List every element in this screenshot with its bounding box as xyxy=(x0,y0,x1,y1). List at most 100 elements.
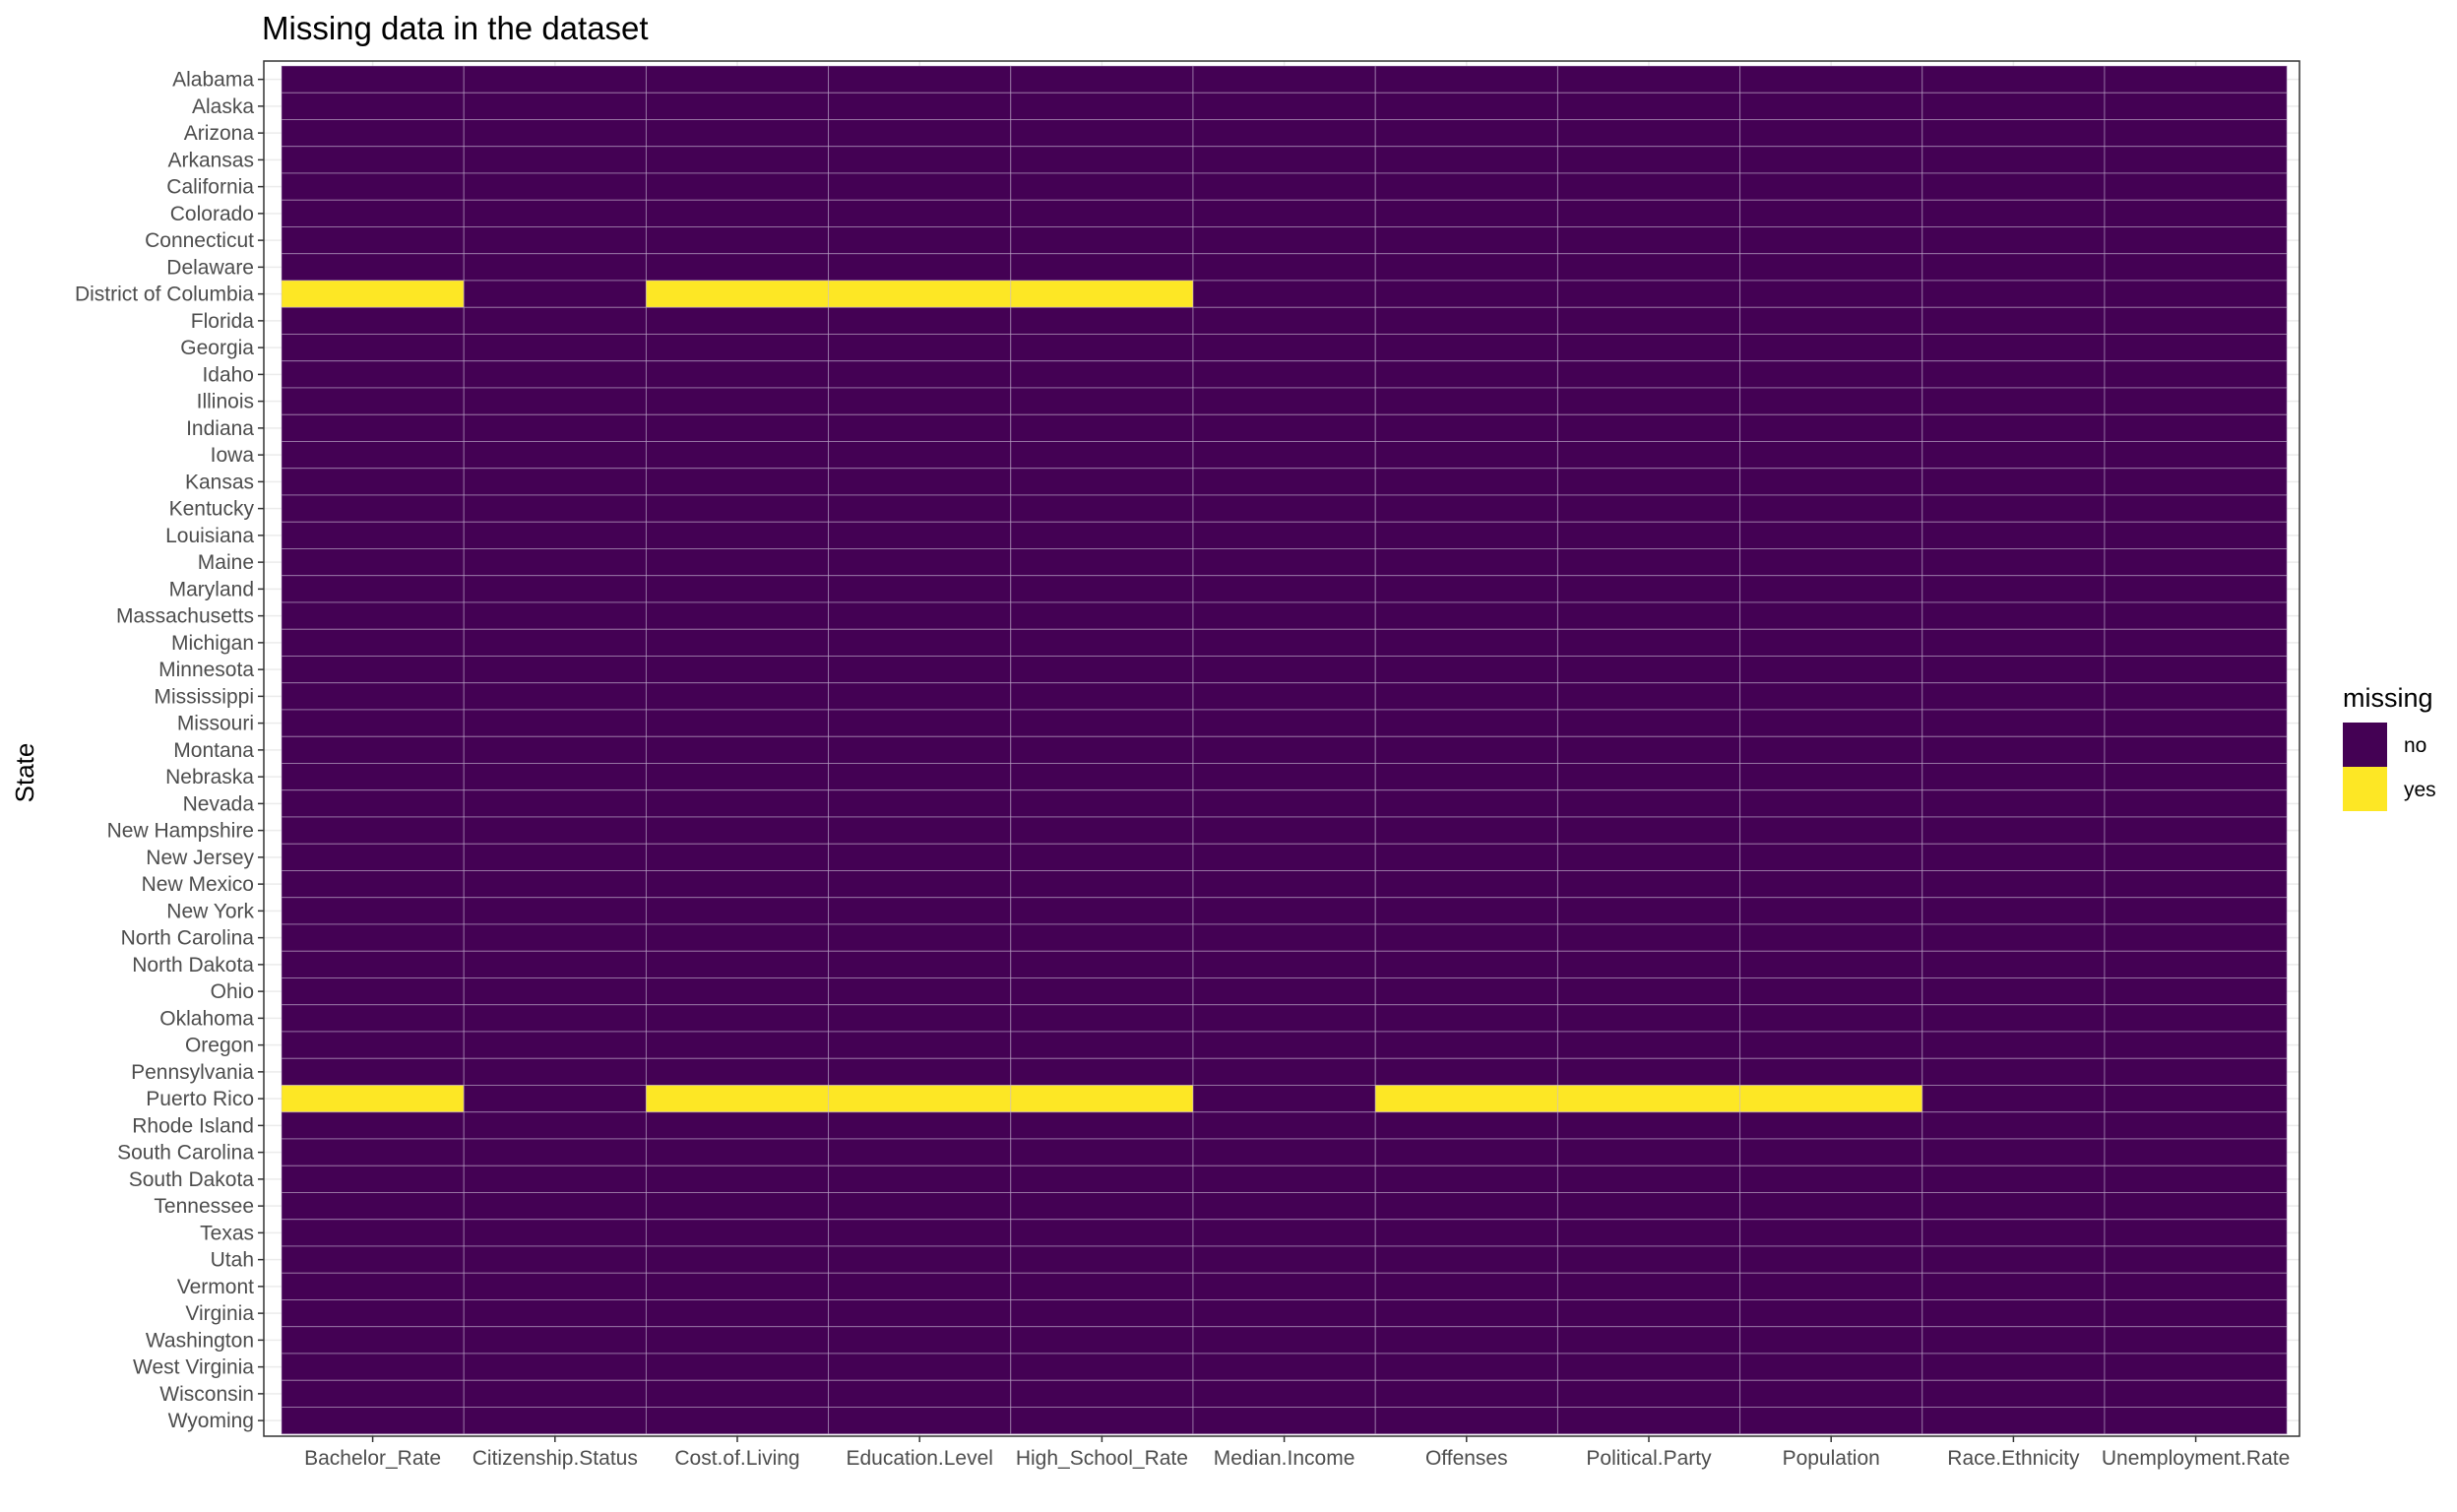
heatmap-cell xyxy=(1192,709,1376,737)
heatmap-cell xyxy=(1556,521,1741,549)
heatmap-cell xyxy=(1739,146,1923,174)
heatmap-cell xyxy=(645,843,830,871)
heatmap-cell xyxy=(1739,923,1923,952)
heatmap-cell xyxy=(281,306,465,335)
heatmap-cell xyxy=(463,494,647,523)
heatmap-cell xyxy=(1739,1353,1923,1381)
y-tick-label: Missouri xyxy=(177,713,254,735)
heatmap-cell xyxy=(463,413,647,442)
heatmap-cell xyxy=(281,1245,465,1274)
heatmap-cell xyxy=(463,521,647,549)
heatmap-cell xyxy=(1192,601,1376,630)
x-tick-label: Bachelor_Rate xyxy=(304,1447,441,1470)
heatmap-cell xyxy=(828,816,1012,845)
y-tick-label: Alabama xyxy=(172,69,254,92)
x-tick-label: Political.Party xyxy=(1586,1447,1712,1470)
heatmap-cell xyxy=(1010,334,1194,362)
heatmap-cell xyxy=(828,441,1012,470)
heatmap-cell xyxy=(1922,601,2106,630)
y-tick-label: Colorado xyxy=(170,203,254,225)
heatmap-cell xyxy=(1739,1138,1923,1166)
heatmap-cell xyxy=(1374,226,1558,255)
heatmap-cell xyxy=(1556,897,1741,925)
heatmap-cell xyxy=(1374,280,1558,308)
heatmap-cell xyxy=(2104,253,2288,282)
heatmap-cell xyxy=(645,92,830,120)
heatmap-cell xyxy=(828,575,1012,603)
heatmap-cell xyxy=(463,1407,647,1435)
heatmap-cell xyxy=(645,601,830,630)
heatmap-cell xyxy=(2104,119,2288,148)
heatmap-cell xyxy=(645,119,830,148)
heatmap-cell xyxy=(2104,1272,2288,1300)
heatmap-cell xyxy=(1556,601,1741,630)
heatmap-cell xyxy=(1922,897,2106,925)
heatmap-cell xyxy=(463,387,647,415)
heatmap-cell xyxy=(828,1407,1012,1435)
heatmap-cell xyxy=(281,92,465,120)
heatmap-cell xyxy=(645,199,830,227)
heatmap-cell xyxy=(1010,843,1194,871)
heatmap-cell xyxy=(1374,65,1558,94)
heatmap-cell xyxy=(463,601,647,630)
heatmap-cell xyxy=(2104,789,2288,818)
heatmap-cell xyxy=(1922,923,2106,952)
heatmap-cell xyxy=(1739,950,1923,978)
heatmap-cell xyxy=(2104,923,2288,952)
heatmap-cell xyxy=(1374,119,1558,148)
heatmap-cell xyxy=(1374,735,1558,764)
heatmap-cell xyxy=(463,843,647,871)
heatmap-cell xyxy=(1192,950,1376,978)
x-tick-label: Education.Level xyxy=(846,1447,992,1470)
heatmap-cell xyxy=(463,253,647,282)
heatmap-cell xyxy=(1374,950,1558,978)
heatmap-cell xyxy=(645,977,830,1006)
heatmap-cell xyxy=(645,735,830,764)
heatmap-cell xyxy=(463,1111,647,1140)
heatmap-cell xyxy=(828,1138,1012,1166)
y-tick-label: Vermont xyxy=(177,1276,254,1298)
heatmap-cell xyxy=(1556,923,1741,952)
heatmap-cell xyxy=(828,601,1012,630)
heatmap-cell xyxy=(828,897,1012,925)
heatmap-cell xyxy=(1922,548,2106,577)
heatmap-cell xyxy=(1010,601,1194,630)
heatmap-cell xyxy=(1922,656,2106,684)
heatmap-cell xyxy=(1010,468,1194,496)
heatmap-cell xyxy=(1556,360,1741,389)
heatmap-cell xyxy=(1556,709,1741,737)
heatmap-cell xyxy=(828,334,1012,362)
heatmap-cell xyxy=(1010,494,1194,523)
heatmap-cell xyxy=(1374,1111,1558,1140)
heatmap-cell xyxy=(1374,1031,1558,1059)
heatmap-cell xyxy=(281,1111,465,1140)
heatmap-cell xyxy=(1374,1245,1558,1274)
heatmap-cell xyxy=(1922,1326,2106,1354)
heatmap-cell xyxy=(281,735,465,764)
heatmap-cell xyxy=(1739,1379,1923,1408)
heatmap-cell xyxy=(463,1326,647,1354)
heatmap-cell xyxy=(1374,628,1558,657)
heatmap-cell xyxy=(1192,65,1376,94)
heatmap-cell xyxy=(281,601,465,630)
heatmap-cell xyxy=(2104,521,2288,549)
legend-title: missing xyxy=(2343,683,2433,713)
heatmap-cell xyxy=(1192,1353,1376,1381)
heatmap-cell xyxy=(1192,816,1376,845)
heatmap-cell xyxy=(1374,172,1558,201)
heatmap-cell xyxy=(2104,601,2288,630)
x-tick-label: Offenses xyxy=(1425,1447,1508,1470)
x-tick-label: Citizenship.Status xyxy=(472,1447,638,1470)
heatmap-cell xyxy=(281,548,465,577)
heatmap-cell xyxy=(1192,1245,1376,1274)
heatmap-cell xyxy=(1192,682,1376,711)
heatmap-cell xyxy=(2104,870,2288,899)
heatmap-cell xyxy=(1739,1004,1923,1033)
heatmap-cell xyxy=(1374,1326,1558,1354)
heatmap-cell xyxy=(1556,226,1741,255)
heatmap-cell xyxy=(1374,1407,1558,1435)
heatmap-cell xyxy=(1739,1085,1923,1113)
heatmap-cell xyxy=(2104,1031,2288,1059)
heatmap-cell xyxy=(2104,1111,2288,1140)
heatmap-cell xyxy=(828,1379,1012,1408)
